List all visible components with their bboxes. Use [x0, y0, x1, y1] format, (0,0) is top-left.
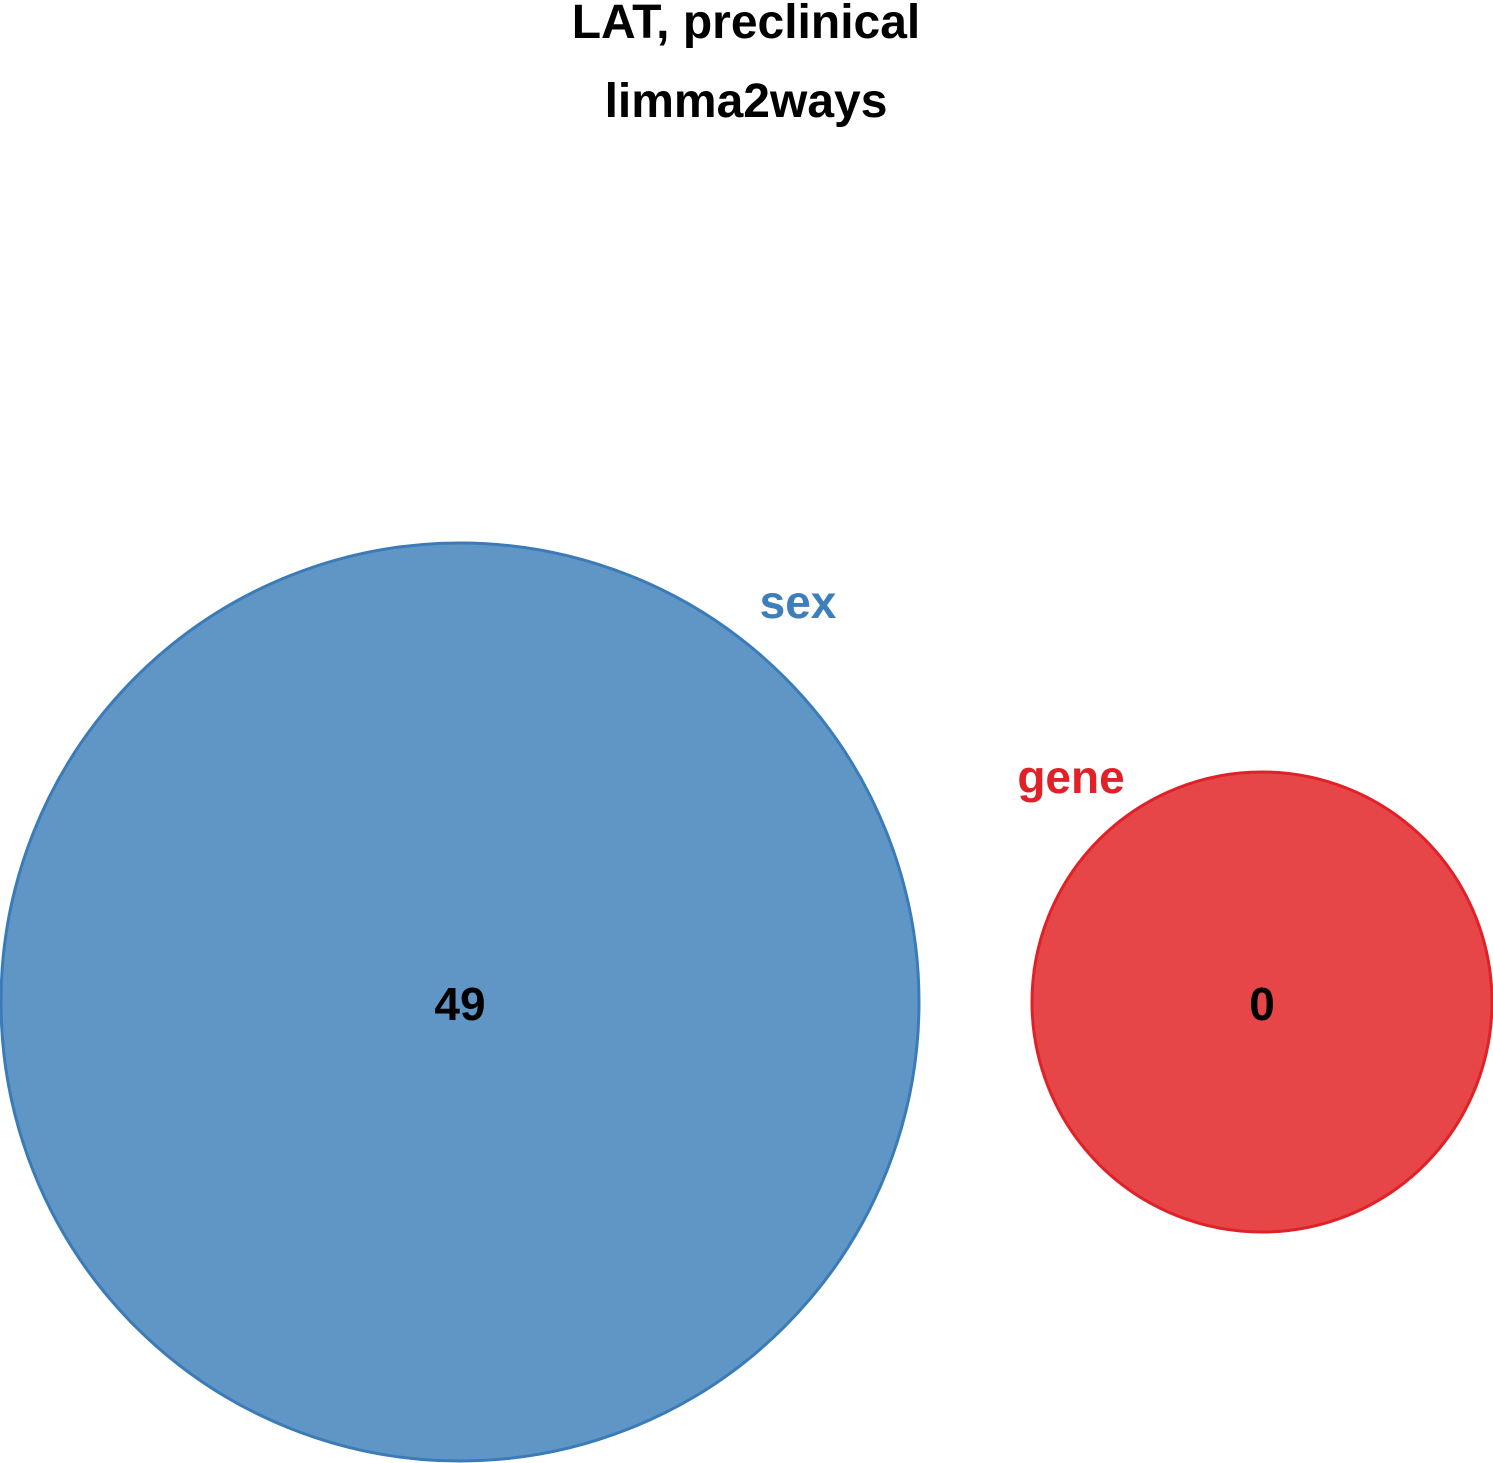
venn-count-gene: 0	[1249, 978, 1275, 1030]
venn-circle-sex	[0, 541, 921, 1463]
venn-count-sex: 49	[434, 978, 485, 1030]
venn-circle-gene	[1030, 770, 1493, 1234]
venn-label-sex: sex	[760, 576, 837, 628]
venn-label-gene: gene	[1017, 751, 1124, 803]
chart-title-line-1: LAT, preclinical	[572, 0, 921, 49]
chart-title-line-2: limma2ways	[605, 75, 888, 128]
